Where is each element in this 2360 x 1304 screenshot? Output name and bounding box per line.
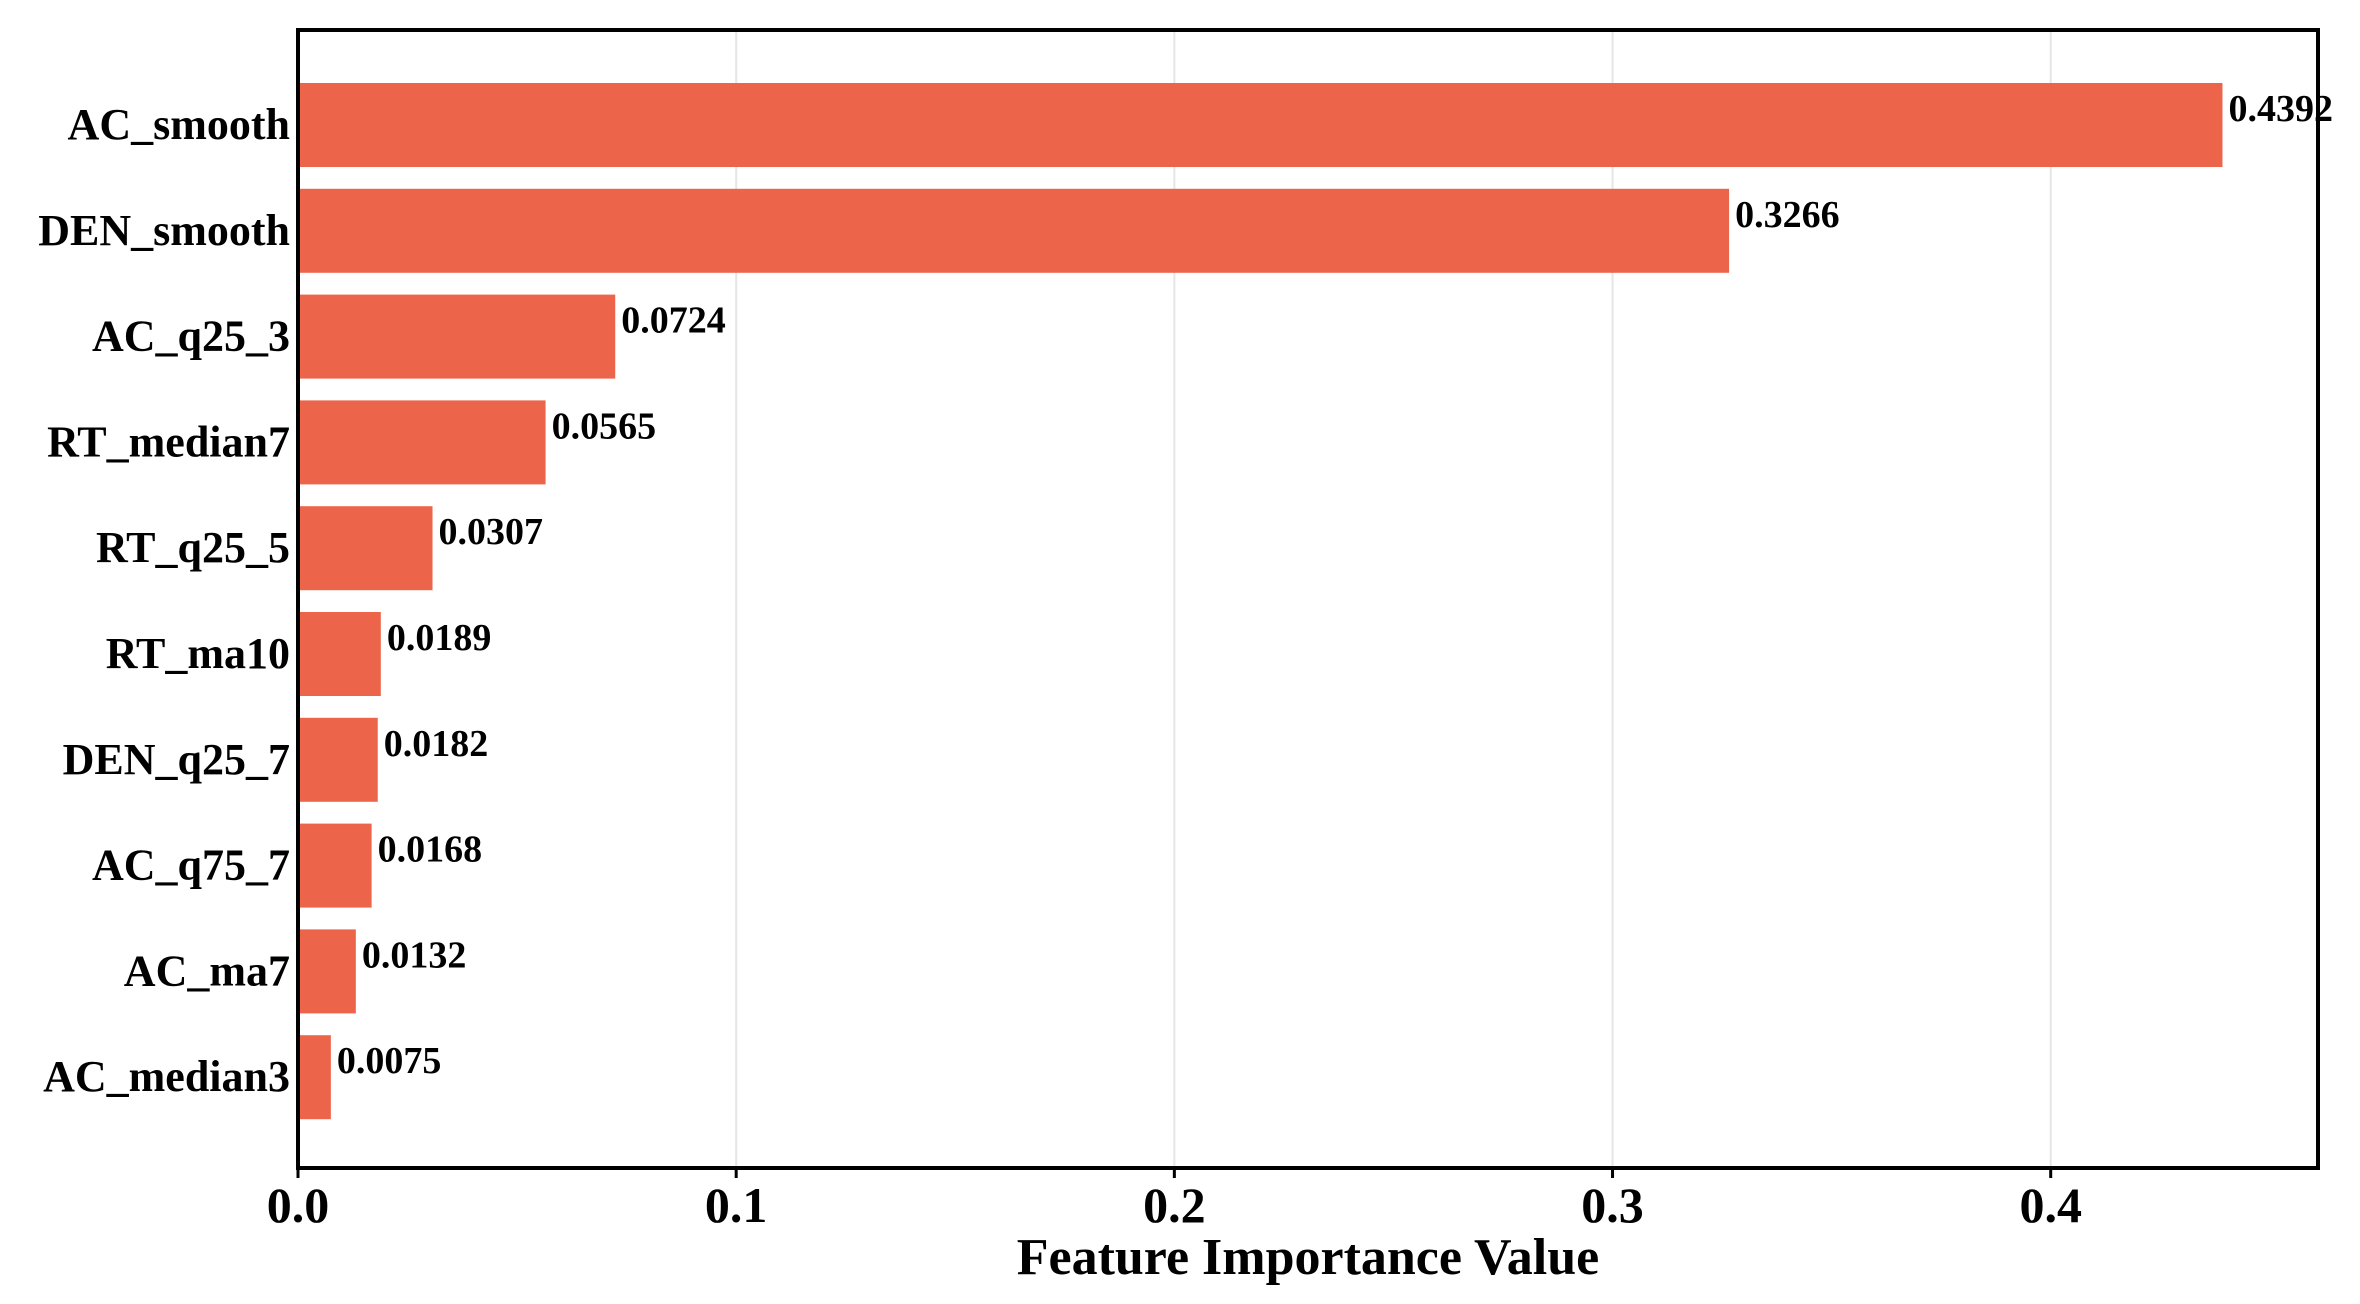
- category-label: RT_median7: [47, 417, 290, 466]
- bar-value-label: 0.4392: [2228, 88, 2333, 130]
- category-label: AC_median3: [43, 1052, 290, 1101]
- value-label-layer: 0.4392 0.3266 0.0724 0.0565 0.0307 0.0189 0.01…: [337, 88, 2333, 1082]
- bar-value-label: 0.0724: [621, 300, 726, 342]
- x-tick-label: 0.1: [705, 1177, 768, 1233]
- plot-frame: [296, 28, 2320, 1170]
- bar-value-label: 0.0307: [439, 511, 544, 553]
- x-tick-label: 0.0: [267, 1177, 330, 1233]
- bar: [298, 823, 372, 908]
- category-label: DEN_q25_7: [63, 735, 290, 784]
- x-tick-layer: 0.0 0.1 0.2 0.3 0.4: [267, 1168, 2082, 1233]
- category-label: RT_q25_5: [96, 523, 290, 572]
- x-tick-label: 0.4: [2019, 1177, 2082, 1233]
- bar-value-label: 0.0189: [387, 617, 492, 659]
- category-label: DEN_smooth: [38, 206, 290, 255]
- category-label: RT_ma10: [106, 629, 290, 678]
- bar: [298, 294, 616, 379]
- category-label: AC_smooth: [68, 100, 290, 149]
- bar: [298, 1035, 331, 1120]
- category-label: AC_q25_3: [92, 312, 290, 361]
- bar: [298, 83, 2223, 167]
- bar: [298, 400, 546, 485]
- x-tick-label: 0.2: [1143, 1177, 1206, 1233]
- bar-value-label: 0.0168: [378, 829, 483, 871]
- bar: [298, 612, 381, 696]
- bar-value-label: 0.3266: [1735, 194, 1840, 236]
- x-tick-label: 0.3: [1581, 1177, 1644, 1233]
- bar-layer: [298, 83, 2223, 1120]
- bar-value-label: 0.0075: [337, 1040, 442, 1082]
- bar: [298, 506, 433, 591]
- bar-value-label: 0.0182: [384, 723, 489, 765]
- category-label-layer: AC_smooth DEN_smooth AC_q25_3 RT_median7 RT_…: [38, 100, 290, 1101]
- x-axis-title: Feature Importance Value: [1017, 1229, 1600, 1286]
- category-label: AC_q75_7: [92, 841, 290, 890]
- bar-value-label: 0.0132: [362, 934, 467, 976]
- category-label: AC_ma7: [124, 946, 290, 995]
- bar: [298, 188, 1730, 273]
- bar-value-label: 0.0565: [552, 405, 657, 447]
- bar: [298, 929, 356, 1014]
- bar: [298, 717, 378, 802]
